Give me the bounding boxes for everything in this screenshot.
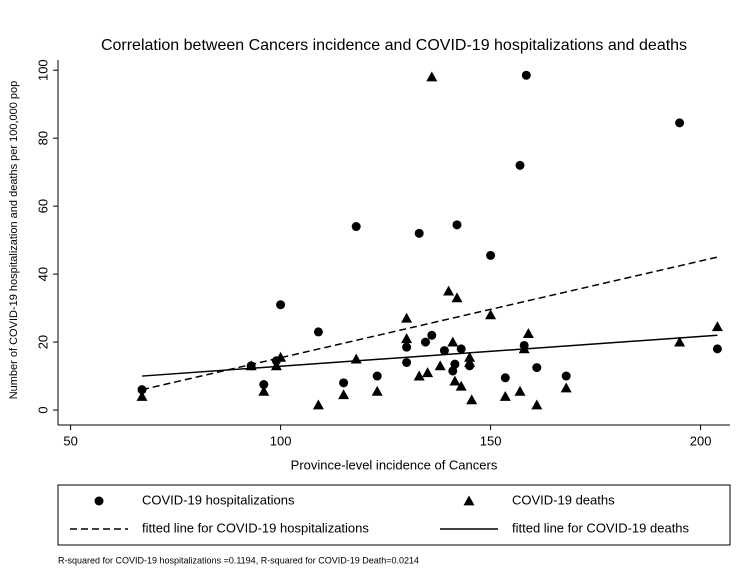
circle-point	[339, 378, 349, 388]
x-tick-label: 50	[63, 433, 77, 448]
y-axis-label: Number of COVID-19 hospitalization and d…	[8, 81, 20, 400]
circle-point	[313, 327, 323, 337]
legend-label: fitted line for COVID-19 hospitalization…	[142, 520, 369, 535]
triangle-point	[455, 380, 467, 391]
x-tick-label: 200	[690, 433, 712, 448]
triangle-point	[312, 399, 324, 410]
circle-point	[276, 300, 286, 310]
triangle-point	[560, 382, 572, 393]
triangle-point	[401, 312, 413, 323]
circle-point	[486, 250, 496, 260]
y-tick-label: 20	[35, 335, 50, 349]
y-tick-label: 80	[35, 131, 50, 145]
legend-box	[57, 484, 731, 546]
triangle-point	[434, 360, 446, 371]
triangle-point	[350, 353, 362, 364]
circle-point	[402, 357, 412, 367]
circle-point	[414, 228, 424, 238]
triangle-point	[443, 285, 455, 296]
chart-title: Correlation between Cancers incidence an…	[101, 37, 687, 54]
triangle-point	[422, 367, 434, 378]
triangle-point	[451, 292, 463, 303]
y-tick-label: 0	[35, 406, 50, 413]
triangle-point	[449, 375, 461, 386]
triangle-point	[275, 351, 287, 362]
circle-point	[500, 373, 510, 383]
x-tick-label: 150	[480, 433, 502, 448]
circle-point	[532, 363, 542, 373]
circle-point	[675, 118, 685, 128]
circle-point	[439, 346, 449, 356]
triangle-point	[466, 394, 478, 405]
y-tick-label: 40	[35, 267, 50, 281]
fitted-line	[141, 334, 718, 377]
triangle-point	[426, 71, 438, 82]
triangle-point	[464, 356, 476, 367]
triangle-point	[270, 360, 282, 371]
legend-marker	[463, 495, 475, 506]
triangle-point	[338, 389, 350, 400]
circle-point	[456, 344, 466, 354]
circle-point	[448, 366, 458, 376]
triangle-point	[674, 336, 686, 347]
triangle-point	[531, 399, 543, 410]
legend-label: COVID-19 hospitalizations	[142, 492, 295, 507]
triangle-point	[514, 385, 526, 396]
circle-point	[351, 222, 361, 232]
triangle-point	[258, 385, 270, 396]
legend-marker	[94, 496, 104, 506]
triangle-point	[522, 328, 534, 338]
y-tick-label: 60	[35, 199, 50, 213]
triangle-point	[485, 309, 497, 320]
triangle-point	[464, 351, 476, 362]
circle-point	[515, 160, 525, 170]
note: R-squared for COVID-19 hospitalizations …	[58, 555, 419, 565]
triangle-point	[371, 385, 383, 396]
x-axis-label: Province-level incidence of Cancers	[291, 457, 498, 472]
circle-point	[402, 342, 412, 352]
triangle-point	[447, 336, 459, 347]
circle-point	[452, 220, 462, 230]
circle-point	[421, 337, 430, 347]
circle-point	[521, 70, 531, 80]
triangle-point	[401, 333, 413, 344]
triangle-point	[711, 321, 723, 332]
x-tick-label: 100	[270, 433, 292, 448]
y-tick-label: 100	[35, 59, 50, 81]
triangle-point	[136, 390, 148, 401]
circle-point	[712, 344, 722, 354]
circle-point	[259, 380, 269, 390]
circle-point	[561, 371, 571, 381]
circle-point	[427, 330, 437, 340]
triangle-point	[499, 390, 511, 401]
legend-label: COVID-19 deaths	[512, 492, 615, 507]
triangle-point	[413, 370, 425, 381]
circle-point	[372, 371, 382, 381]
circle-point	[450, 359, 460, 369]
legend-label: fitted line for COVID-19 deaths	[512, 520, 690, 535]
